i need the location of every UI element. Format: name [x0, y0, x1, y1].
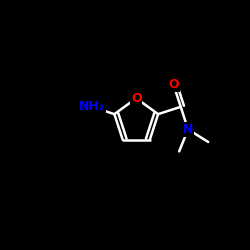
Text: N: N [183, 123, 193, 136]
Text: NH₂: NH₂ [79, 100, 105, 113]
Text: O: O [131, 92, 141, 105]
Text: O: O [168, 78, 179, 91]
